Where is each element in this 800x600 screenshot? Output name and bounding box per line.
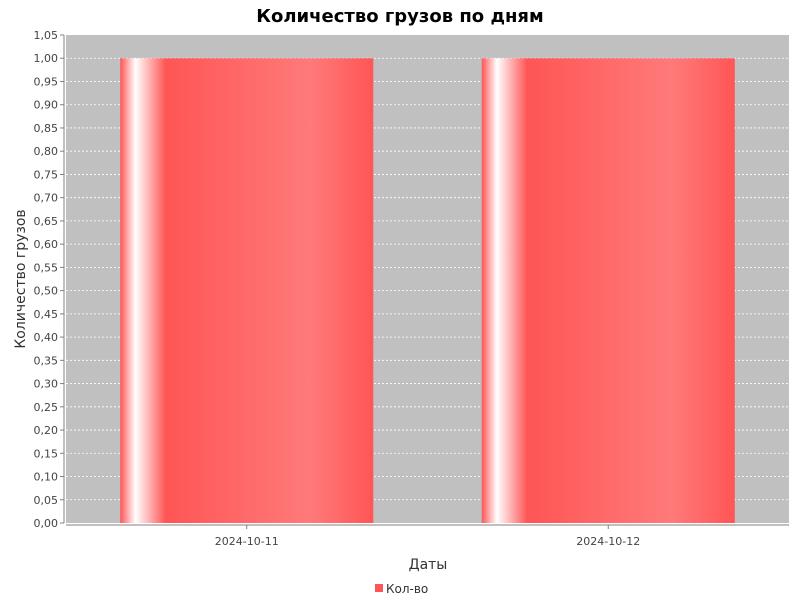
y-tick-label: 0,80 xyxy=(34,145,59,158)
y-tick-label: 0,40 xyxy=(34,331,59,344)
y-tick-label: 0,45 xyxy=(34,308,59,321)
y-tick-label: 0,85 xyxy=(34,122,59,135)
y-tick-label: 0,90 xyxy=(34,99,59,112)
y-tick-label: 0,25 xyxy=(34,401,59,414)
y-tick-label: 0,75 xyxy=(34,168,59,181)
x-tick-label: 2024-10-12 xyxy=(576,535,640,548)
legend: Кол-во xyxy=(375,582,428,596)
y-tick-label: 0,30 xyxy=(34,378,59,391)
y-tick-label: 0,20 xyxy=(34,424,59,437)
x-axis-ticks: 2024-10-11 2024-10-12 xyxy=(215,525,640,548)
x-axis-label: Даты xyxy=(409,557,448,573)
y-tick-label: 0,35 xyxy=(34,354,59,367)
y-tick-label: 0,15 xyxy=(34,447,59,460)
chart-title: Количество грузов по дням xyxy=(256,6,543,27)
bars xyxy=(120,58,735,523)
y-tick-label: 1,00 xyxy=(34,52,59,65)
legend-swatch xyxy=(375,584,383,592)
y-tick-label: 0,10 xyxy=(34,471,59,484)
y-tick-label: 0,70 xyxy=(34,192,59,205)
y-tick-label: 0,60 xyxy=(34,238,59,251)
y-tick-label: 0,00 xyxy=(34,517,59,530)
y-axis-label: Количество грузов xyxy=(13,209,29,348)
y-tick-label: 1,05 xyxy=(34,29,59,42)
y-tick-label: 0,65 xyxy=(34,215,59,228)
y-tick-label: 0,95 xyxy=(34,75,59,88)
y-tick-label: 0,55 xyxy=(34,261,59,274)
legend-label: Кол-во xyxy=(386,582,428,596)
bar xyxy=(120,58,374,523)
x-tick-label: 2024-10-11 xyxy=(215,535,279,548)
y-tick-label: 0,50 xyxy=(34,285,59,298)
bar xyxy=(481,58,735,523)
y-tick-label: 0,05 xyxy=(34,494,59,507)
y-axis-ticks: 0,00 0,05 0,10 0,15 0,20 0,25 0,30 0,35 0,40 0,45… xyxy=(34,29,64,530)
